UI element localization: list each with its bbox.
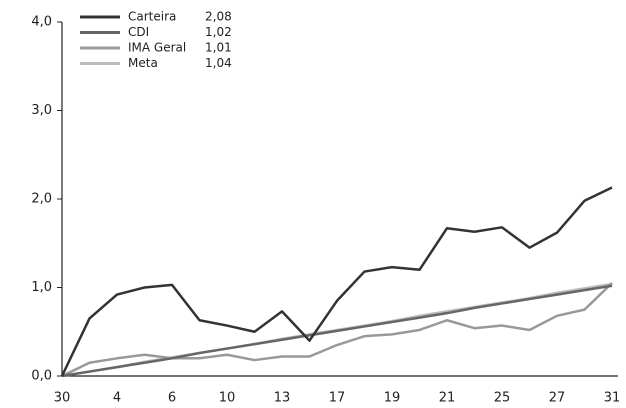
x-tick-label: 31 [604, 391, 621, 406]
x-tick-label: 10 [219, 391, 236, 406]
x-tick-label: 25 [494, 391, 511, 406]
x-tick-label: 17 [329, 391, 346, 406]
series-line [61, 282, 613, 378]
x-tick-label: 13 [274, 391, 291, 406]
x-tick-label: 30 [54, 391, 71, 406]
y-tick-label: 1,0 [31, 280, 52, 295]
x-tick-label: 4 [113, 391, 121, 406]
legend-value: 1,02 [205, 25, 232, 39]
legend-label: IMA Geral [128, 41, 186, 55]
legend-label: Meta [128, 56, 158, 70]
series-line [61, 284, 613, 378]
legend-value: 1,04 [205, 56, 232, 70]
x-tick-label: 21 [439, 391, 456, 406]
legend-value: 2,08 [205, 10, 232, 24]
y-tick-label: 3,0 [31, 103, 52, 118]
x-tick-label: 6 [168, 391, 176, 406]
y-tick-label: 4,0 [31, 15, 52, 30]
y-tick-label: 0,0 [31, 369, 52, 384]
series-line [60, 186, 613, 377]
legend-value: 1,01 [205, 41, 232, 55]
legend-label: Carteira [128, 10, 176, 24]
x-tick-label: 19 [384, 391, 401, 406]
legend-label: CDI [128, 25, 149, 39]
y-tick-label: 2,0 [31, 192, 52, 207]
x-tick-label: 27 [549, 391, 566, 406]
